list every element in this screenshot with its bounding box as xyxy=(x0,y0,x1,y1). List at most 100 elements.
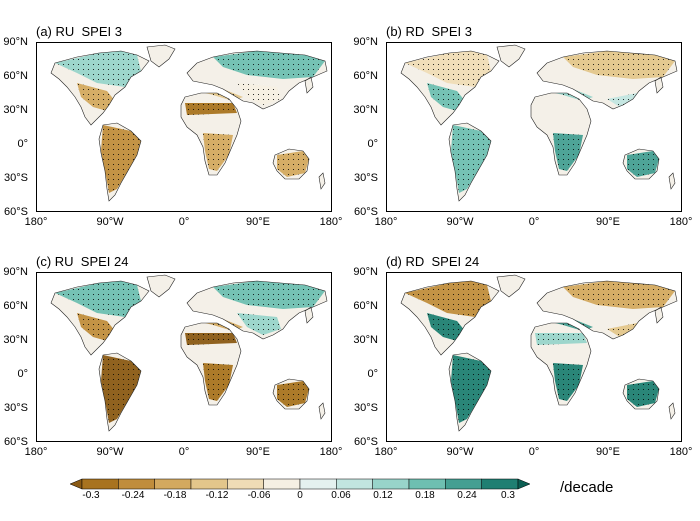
lat-label: 30°N xyxy=(3,334,28,346)
map-frame xyxy=(386,272,682,442)
significance-stipple xyxy=(101,355,141,423)
europe-asia-coastline xyxy=(186,280,328,340)
panel-c: (c) RU SPEI 24 90°N 60°N 30°N 0° 30°S 60… xyxy=(0,230,350,460)
significance-stipple xyxy=(451,125,491,193)
africa-coastline xyxy=(530,92,592,176)
significance-stipple xyxy=(563,51,675,79)
lat-label: 60°S xyxy=(4,206,28,218)
lat-label: 30°N xyxy=(3,104,28,116)
significance-stipple xyxy=(203,363,233,401)
greenland-coastline xyxy=(496,274,526,298)
significance-stipple xyxy=(101,125,141,193)
panel-title: (b) RD SPEI 3 xyxy=(386,24,472,39)
lon-label: 90°E xyxy=(246,446,270,458)
colorbar-tick-label: -0.06 xyxy=(247,490,271,501)
japan-coastline xyxy=(304,306,314,324)
colorbar-unit: /decade xyxy=(560,479,614,496)
lat-label: 60°S xyxy=(4,436,28,448)
greenland-land xyxy=(147,45,175,67)
colorbar-arrow-right xyxy=(517,478,530,490)
africa-coastline xyxy=(530,322,592,406)
lat-label: 60°N xyxy=(353,300,378,312)
lon-label: 180° xyxy=(24,446,48,458)
colorbar-segment xyxy=(81,478,119,490)
significance-stipple xyxy=(213,281,325,309)
colorbar-tick-label: 0.12 xyxy=(373,490,393,501)
lon-label: 90°W xyxy=(96,216,124,228)
lat-label: 90°N xyxy=(353,36,378,48)
lon-label: 180° xyxy=(374,216,398,228)
panel-a: (a) RU SPEI 3 90°N 60°N 30°N 0° 30°S 60°… xyxy=(0,0,350,230)
world-map xyxy=(50,44,328,202)
lon-label: 90°W xyxy=(446,216,474,228)
lat-label: 30°S xyxy=(4,402,28,414)
lon-label: 90°W xyxy=(96,446,124,458)
significance-stipple xyxy=(77,313,115,341)
europe-asia-coastline xyxy=(536,50,678,110)
greenland-land xyxy=(497,45,525,67)
lat-label: 30°S xyxy=(354,172,378,184)
japan-coastline xyxy=(304,76,314,94)
map-frame xyxy=(36,272,332,442)
panel-title: (c) RU SPEI 24 xyxy=(36,254,129,269)
lat-label: 90°N xyxy=(3,266,28,278)
greenland-coastline xyxy=(496,44,526,68)
significance-stipple xyxy=(427,83,465,111)
north-america-coastline xyxy=(50,280,150,356)
significance-stipple xyxy=(277,151,309,177)
colorbar-tick-label: -0.12 xyxy=(205,490,229,501)
colorbar-tick-label: -0.3 xyxy=(82,490,100,501)
lon-label: 180° xyxy=(319,216,343,228)
greenland-land xyxy=(497,275,525,297)
panel-title: (a) RU SPEI 3 xyxy=(36,24,122,39)
lat-label: 30°S xyxy=(4,172,28,184)
colorbar-segment xyxy=(227,478,264,490)
significance-stipple xyxy=(213,51,325,79)
lon-label: 90°E xyxy=(246,216,270,228)
south-america-coastline xyxy=(448,352,492,432)
europe-asia-coastline xyxy=(186,50,328,110)
japan-coastline xyxy=(654,306,664,324)
north-america-coastline xyxy=(400,280,500,356)
lon-label: 90°E xyxy=(596,446,620,458)
lon-label: 180° xyxy=(669,446,693,458)
colorbar-segment xyxy=(154,478,192,490)
significance-stipple xyxy=(427,313,465,341)
australia-coastline xyxy=(622,378,660,410)
map-frame xyxy=(36,42,332,212)
africa-coastline xyxy=(180,92,242,176)
lon-label: 0° xyxy=(178,446,190,458)
north-america-coastline xyxy=(400,50,500,126)
significance-stipple xyxy=(55,281,141,317)
colorbar-tick-label: 0 xyxy=(297,490,303,501)
world-map xyxy=(50,274,328,432)
significance-stipple xyxy=(553,363,583,401)
colorbar-tick-label: 0.18 xyxy=(415,490,435,501)
significance-stipple xyxy=(277,381,309,407)
lat-label: 60°S xyxy=(354,436,378,448)
panel-title: (d) RD SPEI 24 xyxy=(386,254,480,269)
australia-coastline xyxy=(272,378,310,410)
colorbar-segment xyxy=(118,478,155,490)
colorbar-segment xyxy=(190,478,228,490)
lat-label: 0° xyxy=(367,368,378,380)
significance-stipple xyxy=(405,51,491,87)
north-america-coastline xyxy=(50,50,150,126)
south-america-coastline xyxy=(448,122,492,202)
colorbar-tick-label: 0.24 xyxy=(457,490,477,501)
south-america-coastline xyxy=(98,352,142,432)
lat-label: 90°N xyxy=(3,36,28,48)
significance-stipple xyxy=(203,133,233,171)
greenland-land xyxy=(147,275,175,297)
lon-label: 180° xyxy=(24,216,48,228)
south-america-coastline xyxy=(98,122,142,202)
japan-coastline xyxy=(654,76,664,94)
panel-d: (d) RD SPEI 24 90°N 60°N 30°N 0° 30°S 60… xyxy=(350,230,700,460)
significance-stipple xyxy=(405,281,491,317)
lat-label: 30°S xyxy=(354,402,378,414)
lat-label: 90°N xyxy=(353,266,378,278)
europe-asia-coastline xyxy=(536,280,678,340)
colorbar-tick-label: 0.3 xyxy=(501,490,515,501)
significance-stipple xyxy=(553,133,583,171)
trend-overlay xyxy=(405,281,675,423)
